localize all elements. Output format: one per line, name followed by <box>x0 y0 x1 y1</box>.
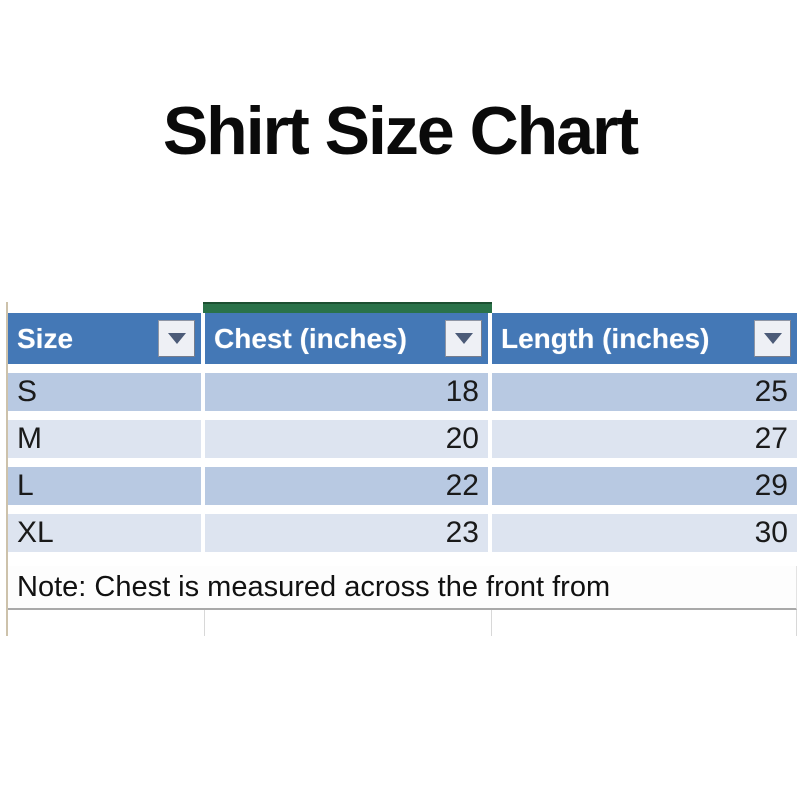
size-chart-table: Size Chest (inches) Length (inches) <box>6 302 797 636</box>
table-row-xl: XL 23 30 <box>8 514 797 552</box>
column-header-length: Length (inches) <box>492 313 797 364</box>
chevron-down-icon <box>454 333 473 344</box>
cell-size: S <box>8 373 205 411</box>
selected-column-indicator <box>203 302 492 313</box>
column-header-length-label: Length (inches) <box>501 322 710 354</box>
cell-length: 30 <box>492 514 797 552</box>
empty-spreadsheet-row <box>8 610 797 636</box>
gridline-cell <box>492 610 797 636</box>
gridline-cell <box>205 610 492 636</box>
cell-chest: 18 <box>205 373 492 411</box>
table-header-row: Size Chest (inches) Length (inches) <box>8 302 797 364</box>
cell-size: XL <box>8 514 205 552</box>
filter-dropdown-length-button[interactable] <box>754 320 791 357</box>
column-header-chest-label: Chest (inches) <box>214 322 407 354</box>
table-row-s: S 18 25 <box>8 373 797 411</box>
cell-size: M <box>8 420 205 458</box>
column-header-size-label: Size <box>17 322 74 354</box>
note-text: Note: Chest is measured across the front… <box>17 570 611 603</box>
cell-length: 25 <box>492 373 797 411</box>
page-title: Shirt Size Chart <box>162 93 639 169</box>
table-row-m: M 20 27 <box>8 420 797 458</box>
chevron-down-icon <box>763 333 782 344</box>
gridline-cell <box>8 610 205 636</box>
cell-length: 27 <box>492 420 797 458</box>
table-row-l: L 22 29 <box>8 467 797 505</box>
cell-chest: 20 <box>205 420 492 458</box>
chevron-down-icon <box>167 333 186 344</box>
cell-size: L <box>8 467 205 505</box>
note-row: Note: Chest is measured across the front… <box>8 566 797 610</box>
filter-dropdown-chest-button[interactable] <box>445 320 482 357</box>
cell-chest: 22 <box>205 467 492 505</box>
cell-length: 29 <box>492 467 797 505</box>
cell-chest: 23 <box>205 514 492 552</box>
filter-dropdown-size-button[interactable] <box>158 320 195 357</box>
column-header-size: Size <box>8 313 205 364</box>
column-header-chest: Chest (inches) <box>203 302 492 364</box>
